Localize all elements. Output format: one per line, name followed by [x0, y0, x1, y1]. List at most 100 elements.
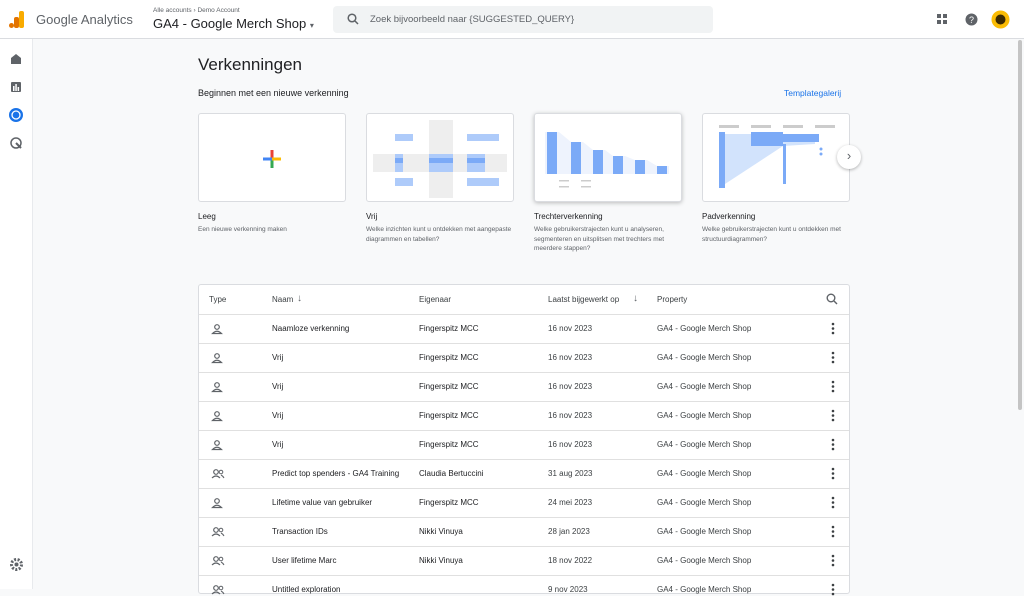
nav-icons[interactable] — [9, 52, 23, 172]
owner: Fingerspitz MCC — [419, 411, 479, 420]
row-menu[interactable] — [831, 322, 835, 335]
owner: Fingerspitz MCC — [419, 498, 479, 507]
sort-arrow: ↓ — [297, 293, 302, 304]
row-menu[interactable] — [831, 583, 835, 596]
scrollbar[interactable] — [1018, 40, 1022, 410]
type-icon — [211, 324, 223, 335]
template-card[interactable] — [366, 113, 514, 202]
exploration-name[interactable]: Vrij — [272, 353, 284, 362]
exploration-name[interactable]: Naamloze verkenning — [272, 324, 350, 333]
apps-icon[interactable] — [937, 14, 948, 25]
search-box[interactable]: Zoek bijvoorbeeld naar {SUGGESTED_QUERY} — [333, 6, 713, 33]
template-description: Welke gebruikerstrajecten kunt u analyse… — [534, 226, 665, 252]
gallery-link[interactable]: Templategalerij — [784, 88, 842, 98]
template-name: Leeg — [198, 212, 216, 221]
owner: Nikki Vinuya — [419, 556, 463, 565]
exploration-name[interactable]: User lifetime Marc — [272, 556, 337, 565]
exploration-name[interactable]: Transaction IDs — [272, 527, 328, 536]
last-updated: 28 jan 2023 — [548, 527, 590, 536]
exploration-name[interactable]: Vrij — [272, 440, 284, 449]
column-header: Property — [657, 295, 688, 304]
property-name[interactable]: GA4 - Google Merch Shop — [153, 16, 307, 31]
row-menu[interactable] — [831, 467, 835, 480]
property-selector[interactable]: GA4 - Google Merch Shop ▾ — [153, 16, 314, 31]
row-menu[interactable] — [831, 525, 835, 538]
column-header[interactable]: Naam — [272, 295, 294, 304]
row-divider — [199, 401, 849, 402]
type-icon — [211, 440, 223, 451]
exploration-name[interactable]: Predict top spenders - GA4 Training — [272, 469, 400, 478]
template-card[interactable] — [534, 113, 682, 202]
breadcrumb[interactable]: Alle accounts › Demo Account — [153, 7, 240, 14]
template-card[interactable] — [198, 113, 346, 202]
last-updated: 16 nov 2023 — [548, 353, 593, 362]
row-divider — [199, 546, 849, 547]
plus-icon — [263, 150, 281, 168]
column-header: Type — [209, 295, 227, 304]
exploration-name[interactable]: Untitled exploration — [272, 585, 341, 594]
template-name: Vrij — [366, 212, 378, 221]
type-icon — [211, 353, 223, 364]
property: GA4 - Google Merch Shop — [657, 469, 752, 478]
subtitle: Beginnen met een nieuwe verkenning — [198, 88, 349, 98]
owner: Fingerspitz MCC — [419, 353, 479, 362]
avatar[interactable] — [991, 10, 1010, 29]
owner: Fingerspitz MCC — [419, 324, 479, 333]
owner: Claudia Bertuccini — [419, 469, 484, 478]
template-card[interactable] — [702, 113, 850, 202]
last-updated: 24 mei 2023 — [548, 498, 593, 507]
row-menu[interactable] — [831, 351, 835, 364]
last-updated: 16 nov 2023 — [548, 440, 593, 449]
type-icon — [211, 498, 223, 509]
template-name: Trechterverkenning — [534, 212, 603, 221]
property: GA4 - Google Merch Shop — [657, 498, 752, 507]
row-divider — [199, 372, 849, 373]
owner: Fingerspitz MCC — [419, 440, 479, 449]
type-icon — [211, 411, 223, 422]
search-icon — [347, 13, 359, 25]
column-header: Eigenaar — [419, 295, 452, 304]
exploration-name[interactable]: Vrij — [272, 382, 284, 391]
template-name: Padverkenning — [702, 212, 756, 221]
row-menu[interactable] — [831, 496, 835, 509]
breadcrumb-item[interactable]: Demo Account — [197, 7, 240, 14]
row-divider — [199, 343, 849, 344]
exploration-name[interactable]: Lifetime value van gebruiker — [272, 498, 373, 507]
page-title: Verkenningen — [198, 55, 302, 74]
template-description: Welke gebruikerstrajecten kunt u ontdekk… — [702, 226, 841, 243]
type-icon — [211, 585, 225, 595]
table-search-icon[interactable] — [826, 293, 838, 305]
last-updated: 16 nov 2023 — [548, 411, 593, 420]
template-description: Een nieuwe verkenning maken — [198, 226, 287, 233]
thumbnail — [373, 120, 507, 198]
row-menu[interactable] — [831, 380, 835, 393]
type-icon — [211, 382, 223, 393]
row-divider — [199, 459, 849, 460]
product-name: Google Analytics — [36, 12, 133, 27]
property: GA4 - Google Merch Shop — [657, 556, 752, 565]
last-updated: 18 nov 2022 — [548, 556, 593, 565]
nav-rail — [0, 39, 33, 589]
property: GA4 - Google Merch Shop — [657, 382, 752, 391]
row-menu[interactable] — [831, 438, 835, 451]
property: GA4 - Google Merch Shop — [657, 527, 752, 536]
row-divider — [199, 517, 849, 518]
sort-arrow: ↓ — [633, 293, 638, 304]
row-menu[interactable] — [831, 554, 835, 567]
last-updated: 9 nov 2023 — [548, 585, 588, 594]
breadcrumb-item[interactable]: Alle accounts — [153, 7, 192, 14]
search-placeholder: Zoek bijvoorbeeld naar {SUGGESTED_QUERY} — [370, 14, 575, 25]
row-menu[interactable] — [831, 409, 835, 422]
row-divider — [199, 430, 849, 431]
next-button[interactable]: › — [837, 145, 861, 169]
owner: Nikki Vinuya — [419, 527, 463, 536]
property: GA4 - Google Merch Shop — [657, 324, 752, 333]
column-header[interactable]: Laatst bijgewerkt op — [548, 295, 620, 304]
exploration-name[interactable]: Vrij — [272, 411, 284, 420]
settings-icon[interactable] — [10, 558, 23, 571]
template-description: Welke inzichten kunt u ontdekken met aan… — [366, 226, 512, 243]
thumbnail — [545, 132, 669, 188]
last-updated: 31 aug 2023 — [548, 469, 593, 478]
help-icon[interactable]: ? — [965, 13, 978, 26]
